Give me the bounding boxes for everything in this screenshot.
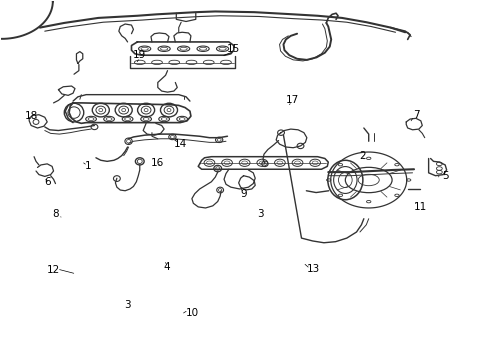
Text: 2: 2	[358, 150, 365, 161]
Text: 4: 4	[163, 262, 169, 272]
Text: 3: 3	[124, 300, 131, 310]
Text: 18: 18	[24, 111, 38, 121]
Text: 7: 7	[412, 111, 418, 121]
Text: 13: 13	[306, 264, 320, 274]
Text: 19: 19	[133, 50, 146, 60]
Text: 9: 9	[240, 189, 246, 199]
Text: 8: 8	[52, 209, 59, 219]
Text: 17: 17	[285, 95, 298, 105]
Text: 11: 11	[413, 202, 427, 212]
Text: 1: 1	[84, 161, 91, 171]
Text: 15: 15	[227, 44, 240, 54]
Text: 5: 5	[441, 171, 447, 181]
Text: 3: 3	[256, 209, 263, 219]
Text: 10: 10	[185, 308, 198, 318]
Text: 14: 14	[173, 139, 186, 149]
Text: 6: 6	[44, 177, 50, 187]
Text: 16: 16	[151, 158, 164, 168]
Text: 12: 12	[47, 265, 60, 275]
